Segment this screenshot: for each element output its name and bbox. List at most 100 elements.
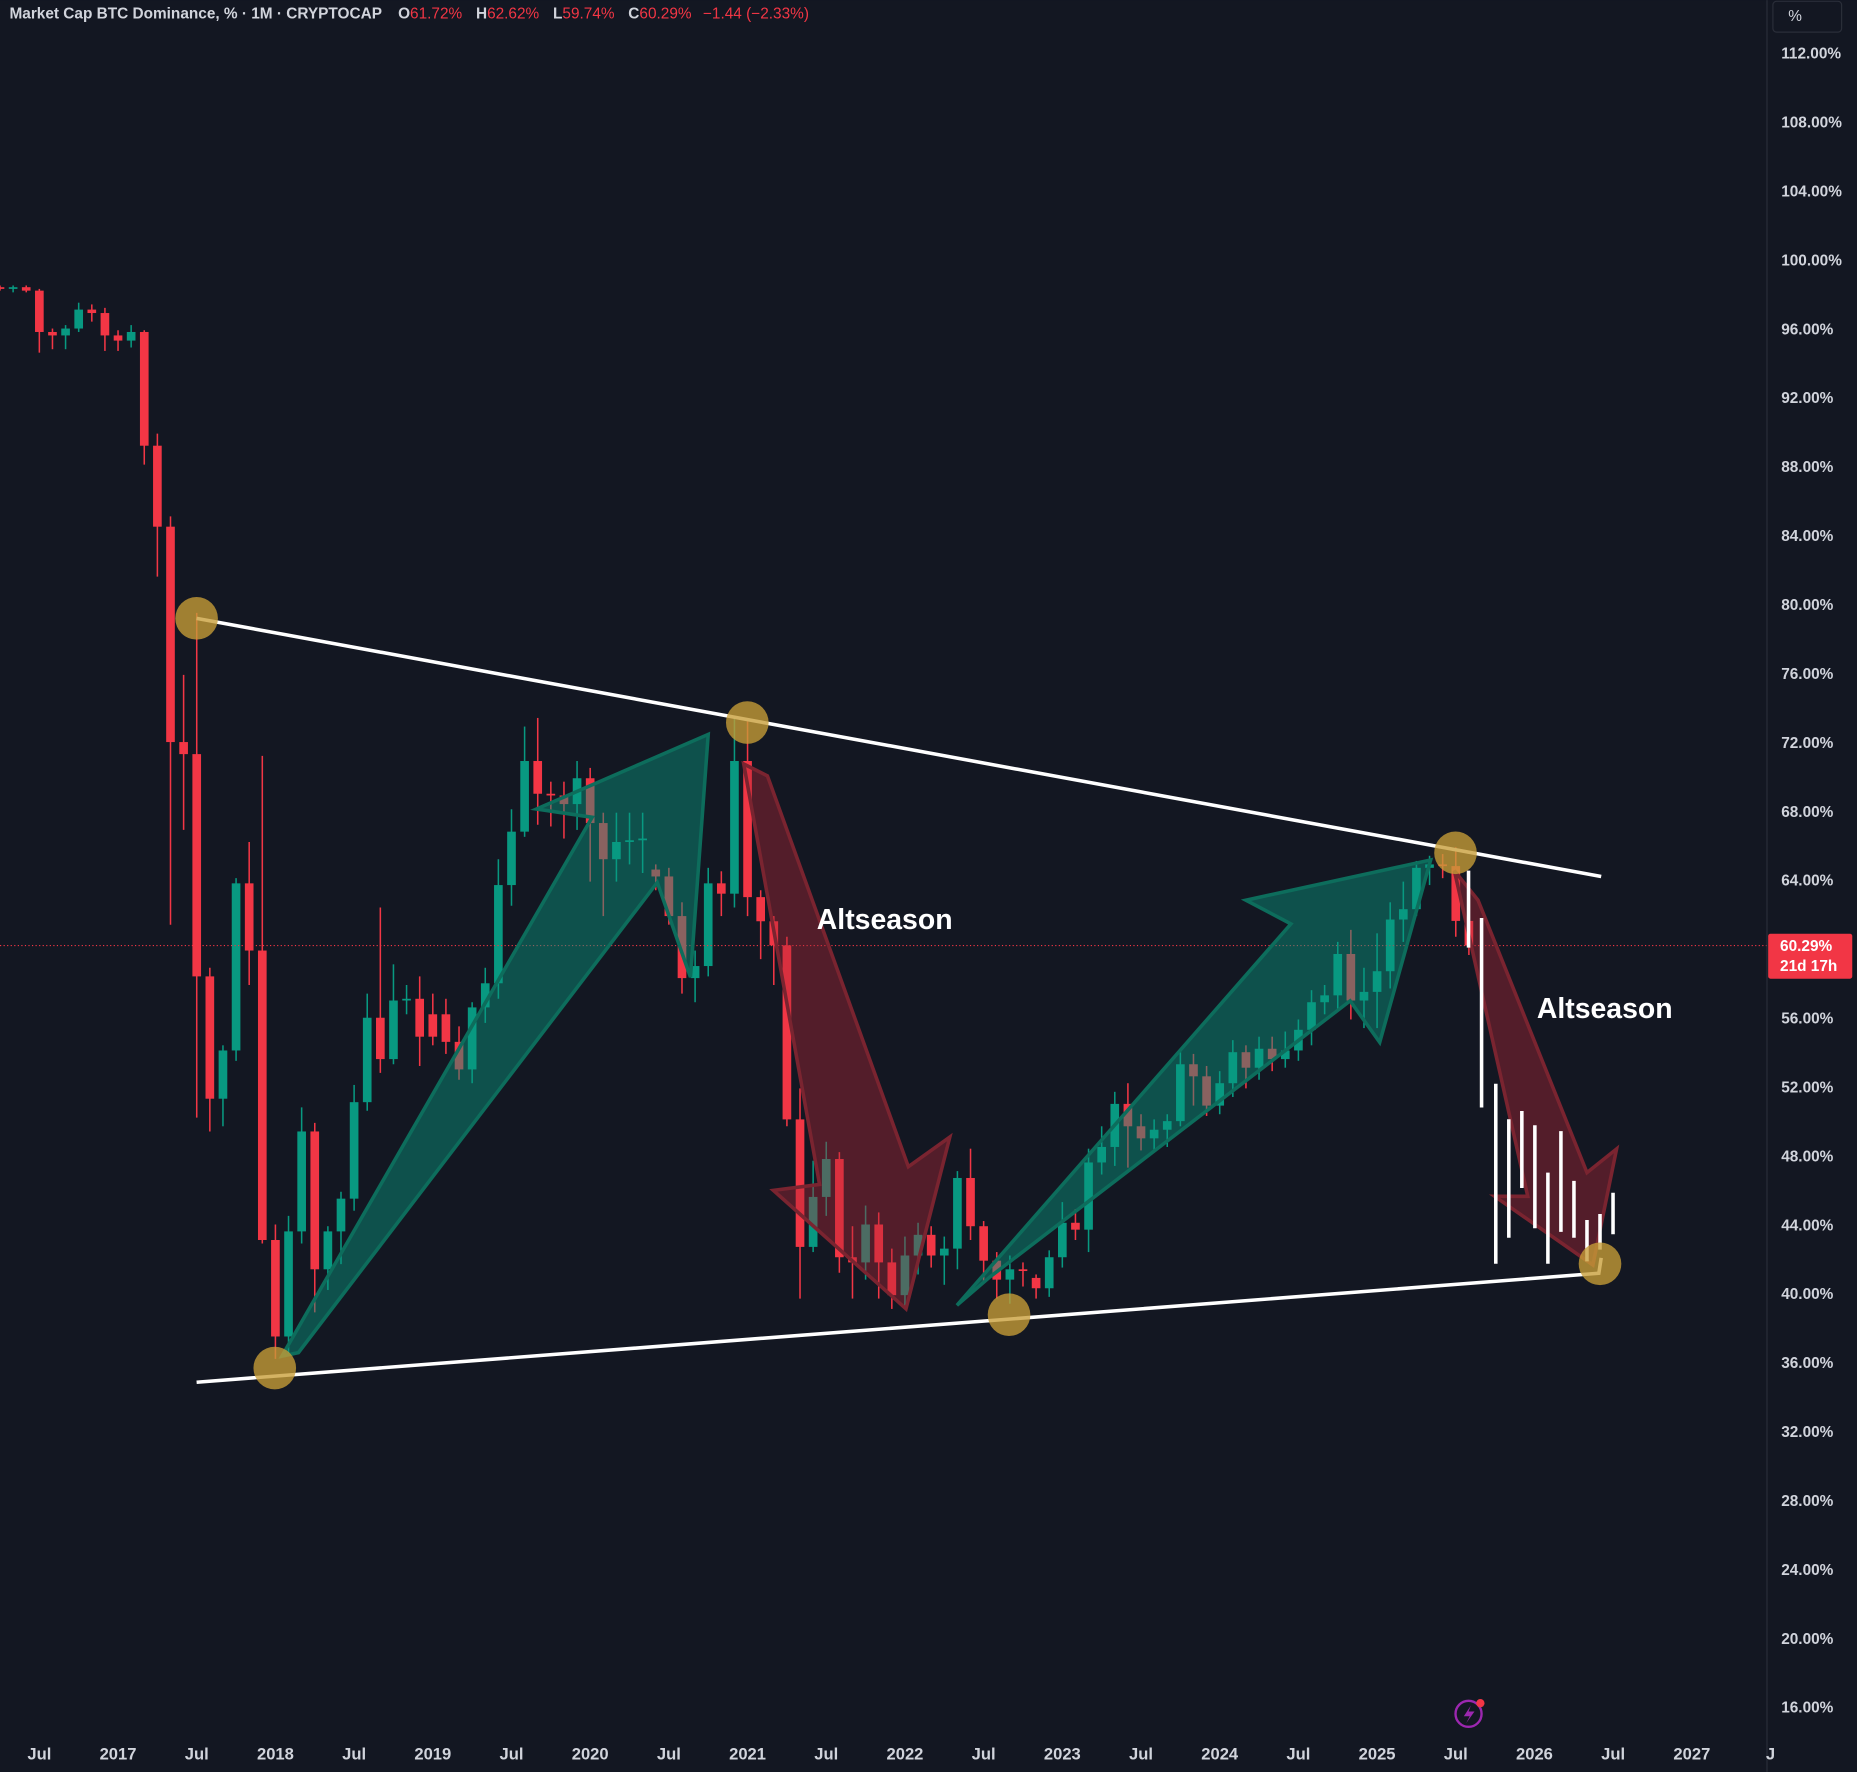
x-tick-label: Jul [814,1745,838,1764]
candle-body [1280,1050,1290,1060]
candle-body [625,840,634,842]
candle-body [795,1119,805,1247]
candle-body [494,885,503,984]
candle-body [1097,1146,1107,1163]
candle-body [717,883,726,894]
scale-button-label[interactable]: % [1788,8,1802,25]
candle-body [900,1255,910,1296]
scale-button-box[interactable] [1772,0,1843,33]
candle-body [100,313,110,336]
candle-body [1215,1083,1225,1106]
candle-body [612,841,621,860]
pivot-marker [175,597,218,640]
plot-area: Altseason Altseason [0,285,1767,1729]
candle-body [297,1131,306,1232]
candle-body [376,1017,385,1060]
candle-body [74,309,84,329]
candle-body [1149,1129,1159,1139]
y-tick-label: 16.00% [1781,1700,1833,1717]
candle-body [271,1240,280,1337]
x-tick-label: 2022 [887,1745,924,1764]
candle-body [139,331,149,446]
ohlc-key: O [398,5,410,22]
candle-body [1189,1064,1198,1077]
down-arrow [741,760,953,1313]
candle-body [861,1224,870,1263]
candle-body [1254,1048,1264,1068]
candle-body [166,526,175,743]
candle-body [480,983,490,1008]
x-tick-label: 2026 [1516,1745,1553,1764]
y-tick-label: 36.00% [1781,1355,1833,1372]
candle-body [1202,1076,1211,1106]
pivot-marker [987,1293,1031,1337]
pivot-marker [253,1346,297,1390]
candle-body [585,778,595,824]
candle-body [21,287,31,291]
x-tick-label: Jul [657,1745,681,1764]
x-axis: Jul 2017 Jul 2018 Jul 2019 Jul 2020 Jul 2021 Jul 20… [27,1745,1775,1764]
candle-body [467,1007,477,1070]
candle-body [1071,1222,1080,1230]
candle-body [1307,1002,1316,1030]
change: −1.44 (−2.33%) [703,5,809,22]
candle-body [1412,867,1421,910]
y-tick-label: 44.00% [1781,1217,1833,1234]
candle-body [1018,1269,1028,1272]
x-tick-label: 2023 [1044,1745,1081,1764]
ohlc-value: 59.74% [562,5,614,22]
ohlc-value: 62.62% [487,5,539,22]
candle-body [1136,1126,1146,1139]
candle-body [598,823,608,860]
x-tick-label: 2024 [1201,1745,1239,1764]
y-axis: 16.00% 20.00% 24.00% 28.00% 32.00% 36.00% 40.0… [1781,46,1842,1717]
ohlc-key: H [476,5,487,22]
candle-body [441,1014,451,1042]
candle-body [507,831,516,886]
pivot-marker [1578,1242,1622,1286]
y-tick-label: 52.00% [1781,1079,1833,1096]
y-tick-label: 76.00% [1781,666,1833,683]
ohlc-key: C [628,5,639,22]
candle-body [415,998,425,1037]
candle-body [1346,953,1356,1001]
alert-icon [1454,1699,1485,1729]
candle-body [913,1234,923,1256]
x-tick-label: 2021 [729,1745,766,1764]
y-tick-label: 96.00% [1781,321,1833,338]
candle-body [533,761,543,794]
pivot-marker [725,701,769,744]
candle-body [323,1231,333,1270]
header: Market Cap BTC Dominance, % · 1M · CRYPT… [9,5,808,22]
y-tick-label: 72.00% [1781,735,1833,752]
candle-body [953,1177,962,1249]
y-tick-label: 112.00% [1781,46,1841,63]
x-tick-label: 2025 [1359,1745,1396,1764]
y-tick-label: 108.00% [1781,115,1842,132]
y-tick-label: 56.00% [1781,1011,1833,1028]
y-tick-label: 80.00% [1781,597,1833,614]
candle-body [1005,1269,1015,1280]
candle-body [402,998,411,1001]
candle-body [1320,995,1329,1003]
candle-body [638,838,647,841]
candle-body [782,945,792,1120]
y-tick-label: 92.00% [1781,390,1833,407]
x-tick-label: J [1766,1745,1775,1764]
up-arrow [278,731,711,1359]
candle-body [926,1234,936,1256]
candle-body [389,1000,398,1060]
y-tick-label: 28.00% [1781,1493,1833,1510]
pivot-marker [1434,831,1477,875]
candle-body [257,950,267,1241]
scale-button[interactable]: % [1772,0,1843,33]
x-tick-label: Jul [185,1745,209,1764]
candle-body [690,966,700,979]
candle-body [1372,971,1382,992]
x-tick-label: 2017 [100,1745,137,1764]
candle-body [1031,1277,1041,1289]
candle-body [651,869,661,877]
annotation: Altseason [1537,993,1673,1025]
candle-body [454,1041,464,1070]
